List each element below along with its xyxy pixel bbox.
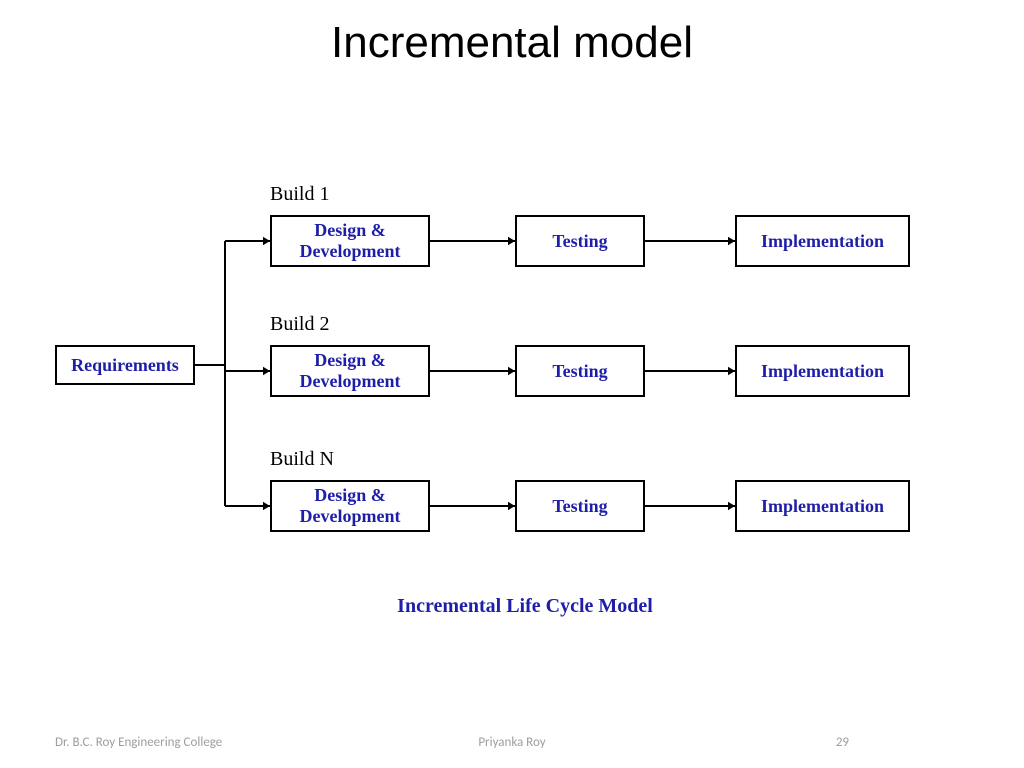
node-design-0: Design & Development	[270, 215, 430, 267]
node-testing-1: Testing	[515, 345, 645, 397]
node-design-2: Design & Development	[270, 480, 430, 532]
diagram-caption: Incremental Life Cycle Model	[55, 595, 995, 618]
incremental-model-diagram: Requirements Build 1 Design & Development T…	[55, 150, 995, 630]
slide-footer: Dr. B.C. Roy Engineering College Priyank…	[55, 735, 969, 750]
footer-page: 29	[836, 735, 849, 750]
node-requirements: Requirements	[55, 345, 195, 385]
node-impl-1: Implementation	[735, 345, 910, 397]
node-testing-2: Testing	[515, 480, 645, 532]
build-label-0: Build 1	[270, 183, 329, 206]
build-label-1: Build 2	[270, 313, 329, 336]
node-impl-0: Implementation	[735, 215, 910, 267]
footer-left: Dr. B.C. Roy Engineering College	[55, 735, 222, 750]
node-impl-2: Implementation	[735, 480, 910, 532]
node-testing-0: Testing	[515, 215, 645, 267]
build-label-2: Build N	[270, 448, 334, 471]
page-title: Incremental model	[0, 18, 1024, 68]
node-design-1: Design & Development	[270, 345, 430, 397]
